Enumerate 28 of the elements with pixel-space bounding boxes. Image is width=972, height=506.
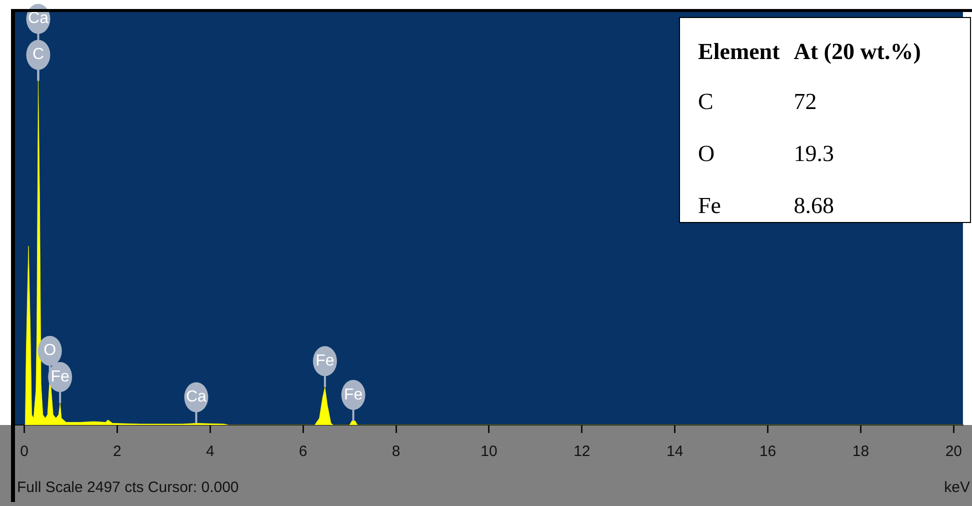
data-label: 8.68 bbox=[792, 192, 836, 220]
category-label: Fe bbox=[698, 192, 722, 220]
annotation: O bbox=[44, 342, 56, 360]
data-label: 19.3 bbox=[792, 140, 836, 168]
annotation: C bbox=[32, 46, 44, 64]
annotation: Ca bbox=[186, 388, 207, 406]
annotation: Ca bbox=[28, 10, 49, 28]
data-label: 72 bbox=[792, 88, 818, 116]
x-tick-label: 14 bbox=[666, 443, 684, 460]
x-tick-label: 16 bbox=[759, 443, 776, 460]
x-tick-label: 0 bbox=[20, 443, 28, 460]
x-axis-title: keV bbox=[944, 479, 970, 496]
x-tick-label: 4 bbox=[206, 443, 214, 460]
x-tick-label: 18 bbox=[852, 443, 870, 460]
x-tick-label: 10 bbox=[480, 443, 498, 460]
category-label: O bbox=[698, 140, 716, 168]
annotation: Fe bbox=[316, 352, 334, 370]
text: At (20 wt.%) bbox=[792, 38, 921, 66]
text: Full Scale 2497 cts Cursor: 0.000 bbox=[17, 479, 239, 496]
annotation: Fe bbox=[50, 368, 70, 386]
annotation: Fe bbox=[344, 386, 363, 404]
x-tick-label: 12 bbox=[574, 443, 590, 460]
x-tick-label: 2 bbox=[113, 443, 122, 460]
text: Element bbox=[698, 38, 780, 66]
x-tick-label: 20 bbox=[945, 443, 962, 460]
x-tick-label: 8 bbox=[392, 443, 400, 460]
x-tick-label: 6 bbox=[298, 443, 308, 460]
category-label: C bbox=[698, 88, 714, 116]
